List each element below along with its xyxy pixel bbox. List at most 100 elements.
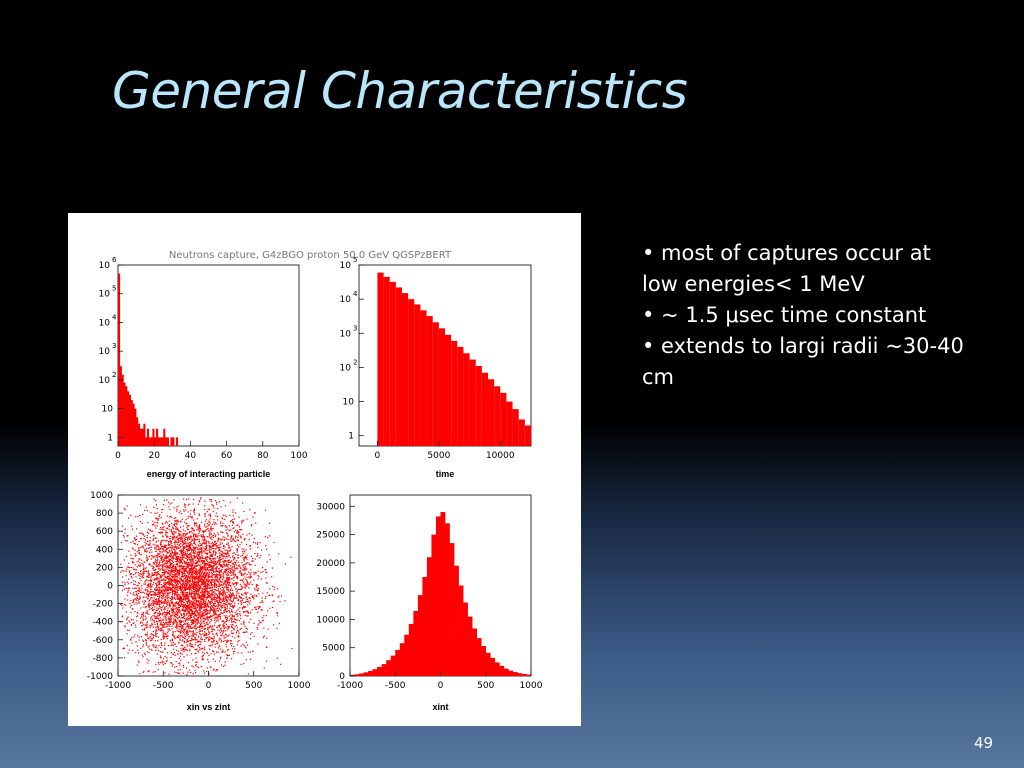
scatter-point [131, 577, 133, 579]
scatter-point [138, 661, 140, 663]
scatter-point [227, 559, 229, 561]
scatter-point [214, 577, 216, 579]
scatter-point [186, 544, 188, 546]
scatter-point [210, 514, 212, 517]
scatter-point [127, 581, 129, 583]
scatter-point [212, 633, 214, 635]
scatter-point [123, 507, 125, 510]
scatter-point [191, 622, 193, 624]
scatter-point [183, 532, 185, 535]
scatter-point [163, 644, 166, 646]
scatter-point [164, 626, 166, 628]
scatter-point [200, 624, 202, 626]
scatter-point [127, 534, 129, 537]
scatter-point [167, 525, 170, 527]
scatter-point [162, 528, 164, 530]
scatter-point [257, 553, 259, 555]
scatter-point [181, 567, 183, 569]
scatter-point [226, 568, 228, 570]
scatter-point [232, 555, 234, 557]
scatter-point [191, 539, 193, 542]
scatter-point [138, 601, 140, 603]
scatter-point [204, 548, 206, 550]
scatter-point [177, 583, 179, 585]
scatter-point [196, 583, 198, 585]
scatter-point [250, 555, 253, 557]
scatter-point [222, 576, 224, 578]
scatter-point [130, 639, 132, 641]
scatter-point [209, 586, 211, 589]
scatter-point [226, 654, 228, 656]
scatter-point [211, 565, 213, 567]
energy-bar [123, 382, 126, 446]
scatter-point [206, 652, 209, 654]
scatter-point [153, 589, 156, 591]
scatter-point [212, 579, 214, 581]
scatter-point [225, 615, 227, 617]
scatter-point [180, 622, 182, 624]
scatter-point [167, 599, 169, 601]
scatter-point [180, 592, 182, 594]
scatter-point [206, 580, 208, 582]
scatter-point [241, 580, 244, 582]
scatter-point [162, 597, 164, 599]
scatter-point [202, 583, 204, 585]
scatter-point [207, 611, 209, 613]
scatter-point [185, 561, 188, 563]
scatter-point [234, 621, 236, 623]
scatter-point [231, 566, 233, 569]
scatter-point [140, 570, 142, 572]
scatter-point [214, 599, 216, 601]
scatter-point [171, 551, 174, 554]
scatter-point [227, 578, 229, 580]
scatter-point [152, 530, 154, 532]
scatter-point [241, 573, 243, 575]
scatter-point [149, 563, 151, 565]
scatter-point [148, 599, 151, 602]
scatter-point [246, 604, 249, 606]
scatter-point [225, 598, 227, 601]
scatter-point [169, 508, 171, 511]
scatter-point [190, 516, 192, 518]
y-tick-label: 10 [340, 363, 352, 373]
scatter-point [179, 556, 181, 558]
scatter-point [238, 640, 240, 642]
scatter-point [156, 586, 158, 588]
scatter-point [218, 596, 220, 598]
scatter-point [179, 550, 181, 552]
scatter-point [150, 555, 153, 557]
scatter-point [224, 595, 226, 597]
scatter-point [176, 610, 178, 612]
scatter-point [186, 558, 189, 561]
scatter-point [211, 605, 214, 608]
scatter-point [188, 577, 191, 579]
scatter-point [186, 582, 188, 584]
scatter-point [213, 523, 215, 525]
scatter-point [220, 609, 222, 611]
scatter-point [247, 612, 250, 614]
scatter-point [159, 592, 162, 594]
scatter-point [161, 548, 164, 550]
scatter-point [219, 630, 221, 632]
scatter-point [212, 527, 214, 530]
scatter-point [157, 544, 159, 546]
scatter-point [169, 577, 171, 579]
scatter-point [149, 580, 151, 582]
scatter-point [241, 522, 243, 524]
scatter-point [205, 670, 208, 673]
scatter-point [175, 569, 177, 572]
scatter-point [163, 637, 165, 640]
scatter-point [206, 622, 208, 624]
scatter-point [167, 623, 169, 625]
scatter-point [204, 513, 206, 515]
scatter-point [195, 661, 197, 663]
scatter-point [214, 588, 216, 591]
scatter-point [198, 564, 201, 566]
scatter-point [206, 585, 208, 587]
scatter-point [209, 596, 212, 598]
scatter-point [179, 534, 181, 536]
scatter-point [180, 561, 183, 563]
scatter-point [207, 557, 209, 559]
scatter-point [228, 577, 230, 579]
scatter-point [193, 586, 195, 588]
